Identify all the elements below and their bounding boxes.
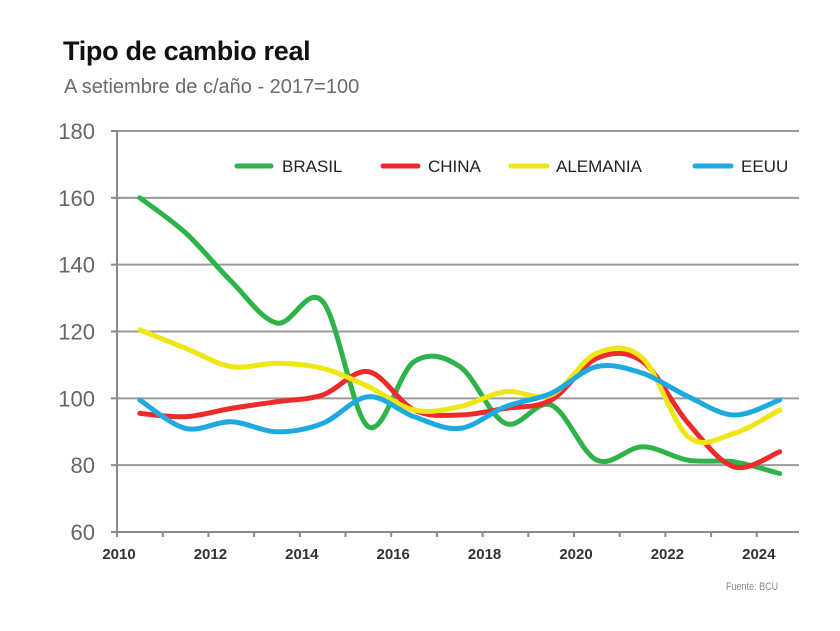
series-line-brasil	[137, 195, 783, 476]
legend-label: ALEMANIA	[556, 157, 643, 176]
x-tick-labels: 2010 2012 2014 2016 2018 2020 2022 2024	[102, 546, 776, 563]
series-line-china	[137, 350, 783, 471]
y-tick-label: 120	[58, 320, 95, 345]
y-tick-label: 60	[71, 520, 95, 545]
y-tick-label: 180	[58, 119, 95, 144]
x-tick-label: 2024	[742, 546, 776, 563]
legend-label: BRASIL	[282, 157, 342, 176]
y-tick-label: 80	[71, 453, 95, 478]
legend-label: EEUU	[741, 157, 788, 176]
x-tick-label: 2010	[102, 546, 135, 563]
x-tick-label: 2020	[559, 546, 592, 563]
y-tick-label: 100	[58, 386, 95, 411]
x-tick-label: 2012	[194, 546, 227, 563]
series-line-alemania	[137, 327, 783, 445]
gridlines	[117, 130, 799, 467]
legend-item-eeuu: EEUU	[692, 157, 788, 176]
x-tick-label: 2016	[377, 546, 410, 563]
legend-item-alemania: ALEMANIA	[508, 157, 643, 176]
chart-subtitle: A setiembre de c/año - 2017=100	[64, 76, 360, 98]
y-tick-label: 140	[58, 253, 95, 278]
source-note: Fuente: BCU	[726, 581, 779, 593]
series-line-eeuu	[137, 363, 783, 435]
x-tick-label: 2018	[468, 546, 501, 563]
x-tick-label: 2014	[285, 546, 319, 563]
y-tick-labels: 60 80 100 120 140 160 180	[58, 119, 95, 545]
legend-item-china: CHINA	[380, 157, 482, 176]
series-lines	[137, 195, 783, 476]
legend-item-brasil: BRASIL	[234, 157, 342, 176]
y-tick-label: 160	[58, 186, 95, 211]
x-tick-label: 2022	[651, 546, 684, 563]
chart-title: Tipo de cambio real	[63, 36, 311, 66]
axes	[111, 130, 799, 537]
legend: BRASIL CHINA ALEMANIA EEUU	[234, 157, 788, 176]
legend-label: CHINA	[428, 157, 482, 176]
